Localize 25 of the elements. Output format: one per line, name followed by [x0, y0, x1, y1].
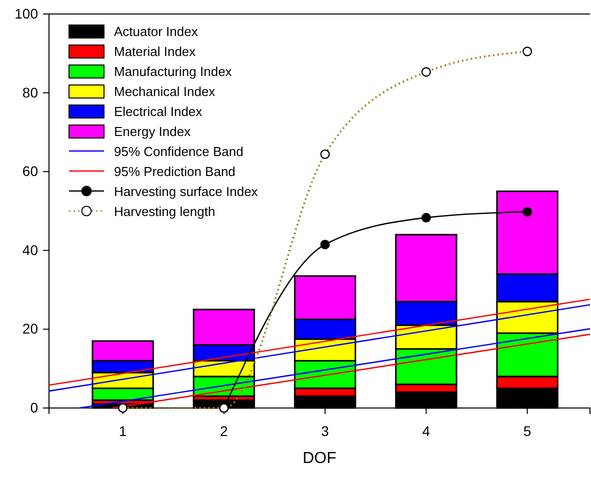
x-tick-label: 2	[220, 422, 228, 439]
legend-label: Manufacturing Index	[114, 64, 232, 79]
x-tick-label: 4	[422, 422, 430, 439]
y-tick-label: 20	[22, 320, 38, 337]
legend-label: Material Index	[114, 44, 196, 59]
y-tick-label: 100	[14, 5, 38, 22]
x-axis-title: DOF	[302, 450, 337, 467]
legend-label: Actuator Index	[114, 24, 198, 39]
legend-label: Harvesting length	[114, 204, 216, 219]
legend-label: Electrical Index	[114, 104, 203, 119]
x-tick-label: 1	[118, 422, 127, 439]
y-tick-label: 40	[22, 242, 38, 258]
legend-label: Mechanical Index	[114, 84, 216, 99]
point	[522, 207, 532, 217]
y-tick-label: 80	[22, 84, 38, 100]
point	[421, 212, 431, 222]
legend-label: 95% Confidence Band	[114, 144, 244, 159]
point	[320, 240, 330, 250]
y-tick-label: 60	[22, 163, 38, 180]
legend-label: Energy Index	[114, 124, 192, 139]
y-tick-label: 0	[30, 399, 38, 416]
x-tick-label: 5	[523, 422, 532, 439]
legend-label: Harvesting surface Index	[114, 184, 258, 199]
legend-label: 95% Prediction Band	[114, 164, 236, 179]
x-tick-label: 3	[321, 422, 330, 439]
